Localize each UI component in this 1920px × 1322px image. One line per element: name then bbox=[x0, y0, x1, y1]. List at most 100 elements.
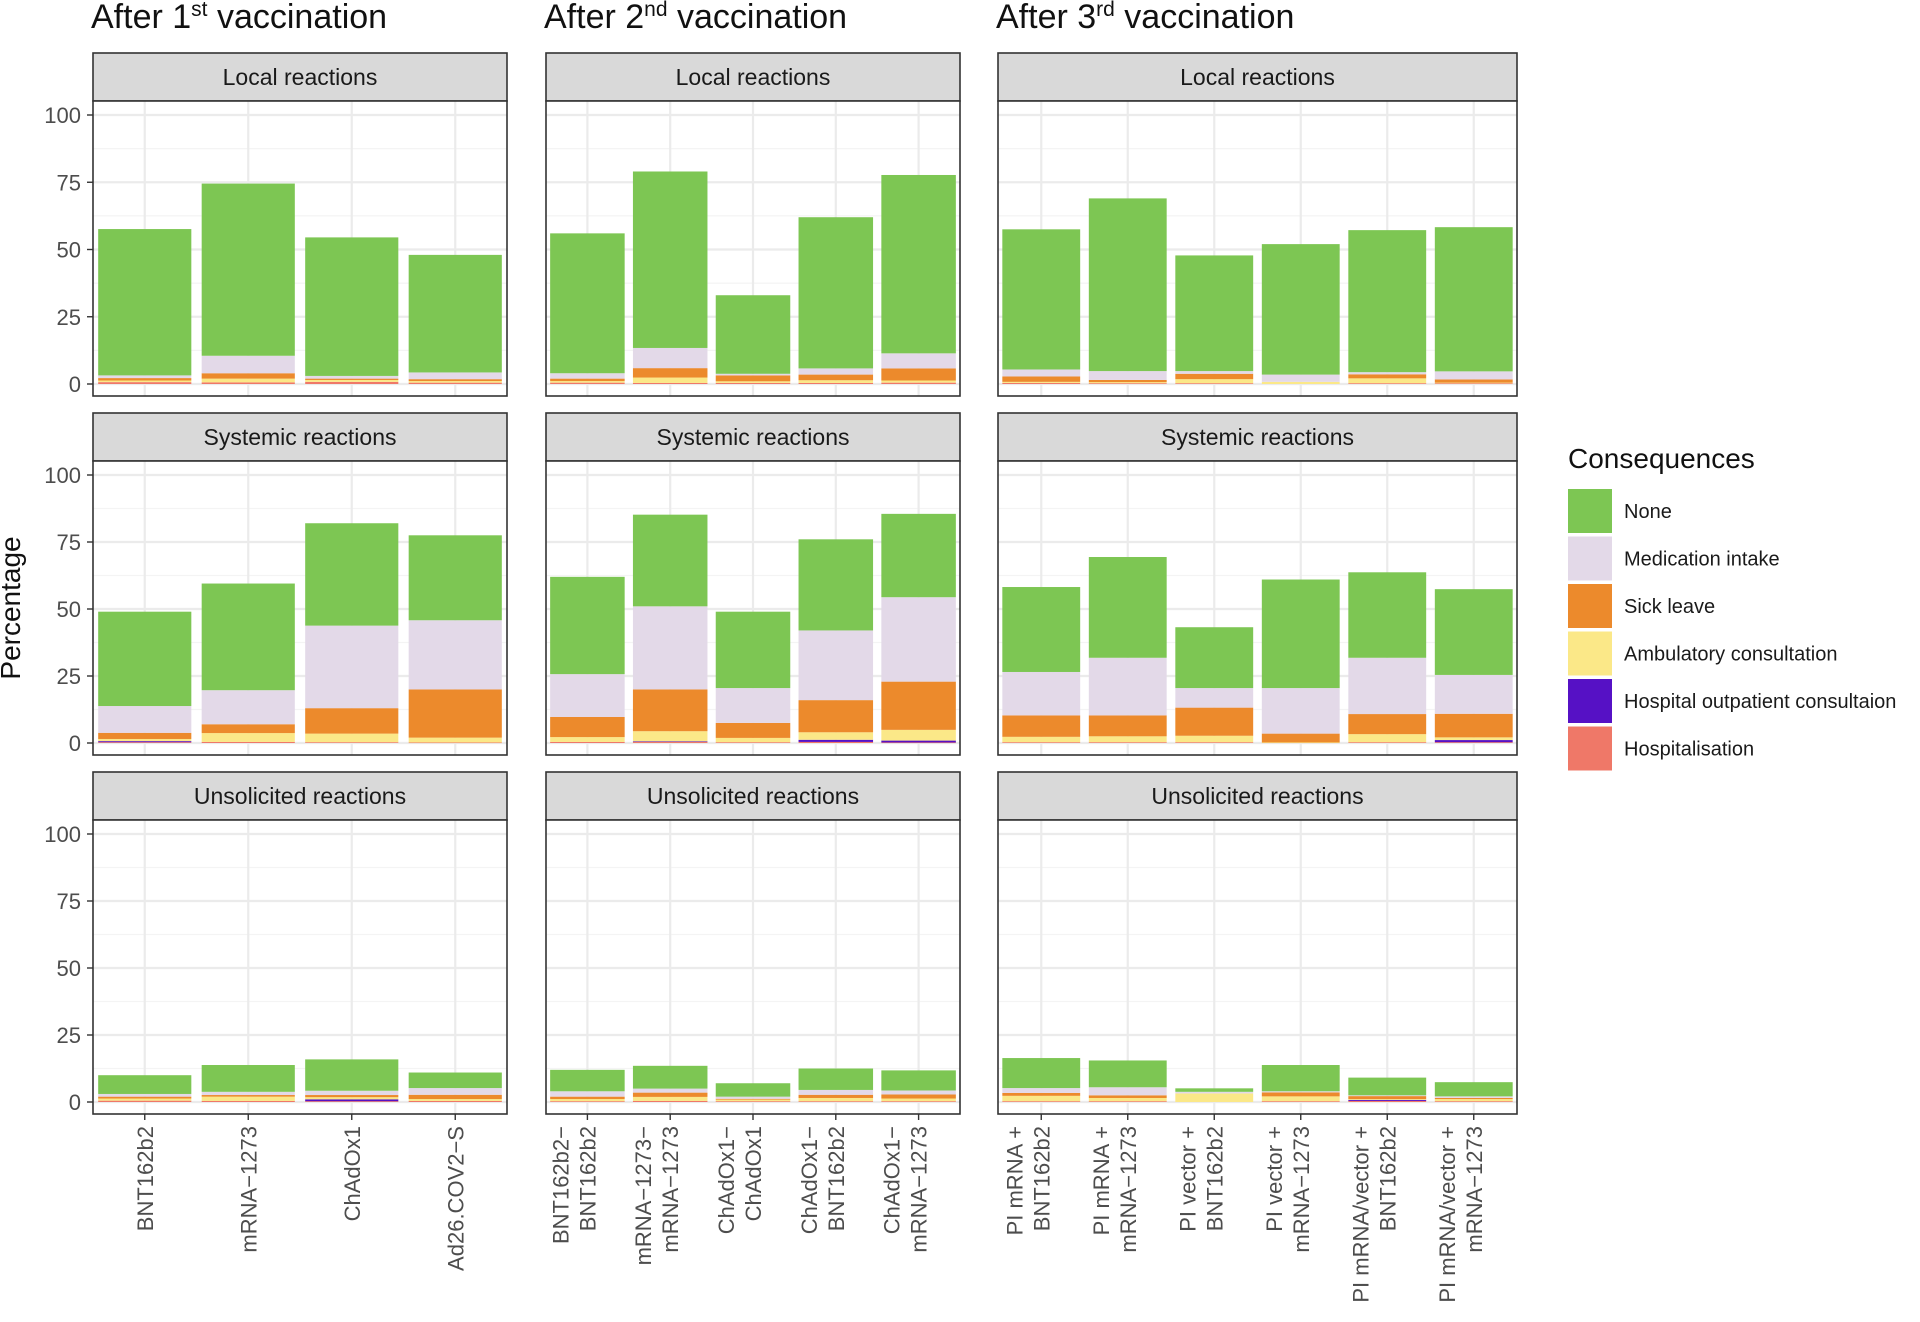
bar-segment-sick bbox=[798, 700, 874, 733]
bar-segment-ambulatory bbox=[881, 729, 956, 741]
bar-segment-medication bbox=[1088, 371, 1167, 380]
y-tick-label: 75 bbox=[57, 530, 81, 555]
legend-swatch-hosp bbox=[1568, 726, 1612, 771]
bar-segment-sick bbox=[881, 681, 956, 730]
x-tick-label: PI mRNA/vector + bbox=[1348, 1126, 1373, 1303]
bar-segment-sick bbox=[715, 722, 791, 738]
bar-segment-hosp bbox=[550, 741, 625, 743]
bar-segment-hosp bbox=[98, 382, 192, 384]
bar-segment-sick bbox=[715, 375, 791, 382]
bar-segment-ambulatory bbox=[798, 380, 874, 383]
x-tick-label: PI vector + bbox=[1262, 1126, 1287, 1232]
bar-segment-outpatient bbox=[305, 1099, 399, 1102]
bar-segment-sick bbox=[715, 1098, 791, 1100]
bar-segment-hosp bbox=[881, 742, 956, 744]
bar-segment-medication bbox=[1088, 657, 1167, 716]
legend-label-medication: Medication intake bbox=[1624, 549, 1780, 571]
bar-segment-none bbox=[201, 183, 295, 356]
bar-segment-ambulatory bbox=[408, 381, 502, 383]
bar-segment-sick bbox=[1088, 1095, 1167, 1098]
x-tick-label: mRNA−1273 bbox=[236, 1126, 261, 1253]
bar-segment-none bbox=[798, 539, 874, 631]
bar-segment-ambulatory bbox=[1088, 736, 1167, 743]
y-tick-label: 0 bbox=[69, 731, 81, 756]
legend-label-hosp: Hospitalisation bbox=[1624, 739, 1754, 761]
bar-segment-none bbox=[1348, 1077, 1427, 1096]
bar-segment-ambulatory bbox=[305, 1097, 399, 1100]
bar-segment-ambulatory bbox=[1348, 734, 1427, 743]
bar-segment-none bbox=[1002, 587, 1081, 672]
bar-segment-none bbox=[1348, 572, 1427, 658]
bar-segment-hosp bbox=[1434, 742, 1513, 743]
bar-segment-ambulatory bbox=[201, 378, 295, 383]
bar-segment-ambulatory bbox=[715, 381, 791, 383]
bar-segment-none bbox=[408, 1072, 502, 1089]
y-tick-label: 100 bbox=[44, 463, 81, 488]
bar-segment-sick bbox=[305, 708, 399, 734]
bar-segment-medication bbox=[201, 355, 295, 374]
bar-segment-hosp bbox=[1002, 382, 1081, 384]
bar-segment-ambulatory bbox=[1261, 381, 1340, 384]
bar-segment-medication bbox=[632, 606, 708, 690]
column-title: After 2nd vaccination bbox=[544, 0, 847, 36]
bar-segment-ambulatory bbox=[798, 732, 874, 740]
bar-segment-ambulatory bbox=[1434, 737, 1513, 741]
bar-segment-sick bbox=[550, 378, 625, 382]
column-title-superscript: rd bbox=[1096, 0, 1115, 21]
x-tick-label: ChAdOx1− bbox=[797, 1126, 822, 1234]
bar-segment-sick bbox=[550, 1096, 625, 1100]
bar-segment-medication bbox=[1261, 688, 1340, 734]
panel-border bbox=[92, 100, 508, 397]
bar-segment-hosp bbox=[201, 1100, 295, 1102]
bar-segment-hosp bbox=[1002, 742, 1081, 743]
bar-segment-none bbox=[1175, 627, 1254, 689]
bar-segment-sick bbox=[98, 378, 192, 381]
bar-segment-none bbox=[881, 174, 956, 354]
y-axis-title: Percentage bbox=[0, 536, 26, 679]
bar-segment-medication bbox=[1175, 371, 1254, 374]
bar-segment-ambulatory bbox=[881, 380, 956, 383]
bar-segment-ambulatory bbox=[408, 737, 502, 743]
bar-segment-medication bbox=[408, 1088, 502, 1095]
bar-segment-hosp bbox=[881, 382, 956, 384]
bar-segment-hosp bbox=[1348, 1100, 1427, 1102]
facet-strip bbox=[545, 771, 961, 821]
bar-segment-medication bbox=[798, 1089, 874, 1095]
bar-segment-sick bbox=[1348, 374, 1427, 379]
facet-strip-label: Systemic reactions bbox=[656, 424, 849, 450]
bar-segment-sick bbox=[1261, 1092, 1340, 1097]
bar-segment-hosp bbox=[1434, 1101, 1513, 1102]
bar-segment-hosp bbox=[1088, 742, 1167, 743]
bar-segment-hosp bbox=[1175, 383, 1254, 384]
bar-segment-none bbox=[408, 535, 502, 621]
bar-segment-ambulatory bbox=[632, 1096, 708, 1101]
bar-segment-hosp bbox=[98, 1100, 192, 1102]
bar-segment-medication bbox=[408, 372, 502, 380]
bar-segment-ambulatory bbox=[305, 733, 399, 743]
bar-segment-none bbox=[1002, 229, 1081, 370]
bar-segment-medication bbox=[1434, 1096, 1513, 1098]
bar-segment-sick bbox=[408, 1094, 502, 1100]
bar-segment-medication bbox=[201, 1091, 295, 1096]
x-tick-label: Ad26.COV2−S bbox=[443, 1126, 468, 1271]
panel-border bbox=[997, 100, 1518, 397]
bar-segment-ambulatory bbox=[1261, 1096, 1340, 1102]
bar-segment-hosp bbox=[1261, 1101, 1340, 1102]
bar-segment-hosp bbox=[881, 1101, 956, 1102]
facet-strip bbox=[997, 412, 1518, 462]
facet-strip-label: Unsolicited reactions bbox=[647, 783, 859, 809]
y-tick-label: 100 bbox=[44, 822, 81, 847]
bar-segment-ambulatory bbox=[1434, 1099, 1513, 1102]
bar-segment-ambulatory bbox=[201, 733, 295, 742]
bar-segment-outpatient bbox=[1434, 740, 1513, 743]
bar-segment-sick bbox=[98, 732, 192, 739]
bar-segment-medication bbox=[1175, 688, 1254, 708]
panel-border bbox=[545, 460, 961, 756]
legend-swatch-medication bbox=[1568, 536, 1612, 581]
bar-segment-none bbox=[305, 1059, 399, 1091]
bar-segment-none bbox=[798, 217, 874, 369]
bar-segment-ambulatory bbox=[632, 377, 708, 383]
bar-segment-medication bbox=[1002, 369, 1081, 377]
legend-label-sick: Sick leave bbox=[1624, 596, 1715, 618]
column-title-suffix: vaccination bbox=[1115, 0, 1295, 36]
